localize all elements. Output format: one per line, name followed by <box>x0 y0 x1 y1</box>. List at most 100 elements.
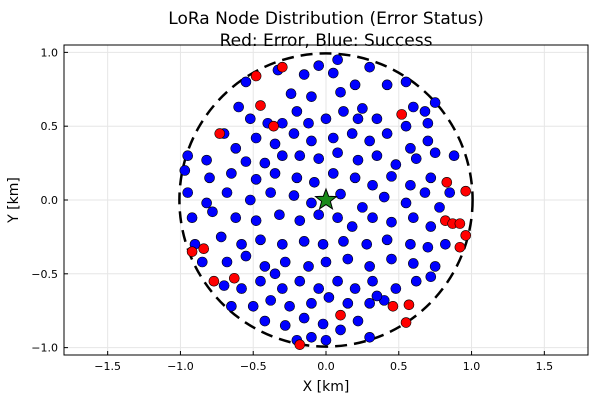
success-node-point <box>429 97 441 108</box>
success-node-point <box>298 312 310 324</box>
error-node-point <box>186 246 198 257</box>
success-node-point <box>179 165 191 176</box>
success-node-point <box>410 153 422 164</box>
success-node-point <box>338 236 349 247</box>
success-node-point <box>390 283 402 294</box>
error-node-point <box>268 120 279 132</box>
x-axis-label: X [km] <box>303 379 350 395</box>
success-node-point <box>448 150 460 162</box>
y-tick-label: 0.0 <box>41 194 59 207</box>
success-node-point <box>444 187 456 198</box>
success-node-point <box>259 157 271 169</box>
success-node-point <box>342 298 354 309</box>
success-node-point <box>306 91 317 102</box>
success-node-point <box>294 215 306 226</box>
success-node-point <box>274 209 285 221</box>
success-node-point <box>367 275 378 287</box>
success-node-point <box>247 300 259 312</box>
success-node-point <box>265 187 276 198</box>
success-node-point <box>186 212 198 224</box>
success-node-point <box>400 197 412 209</box>
success-node-point <box>367 212 378 224</box>
success-node-point <box>422 241 434 253</box>
success-node-point <box>422 117 434 129</box>
success-node-point <box>306 298 317 309</box>
success-node-point <box>352 113 364 125</box>
error-node-point <box>460 230 472 241</box>
success-node-point <box>298 236 310 247</box>
success-node-point <box>250 215 262 226</box>
success-node-point <box>320 256 332 268</box>
error-node-point <box>460 185 472 197</box>
success-node-point <box>236 238 247 250</box>
error-node-point <box>387 300 399 312</box>
success-node-point <box>236 283 247 294</box>
success-node-point <box>250 132 262 144</box>
success-node-point <box>182 150 194 162</box>
chart-title: LoRa Node Distribution (Error Status) <box>168 9 483 29</box>
success-node-point <box>288 128 300 139</box>
success-node-point <box>429 261 441 272</box>
success-node-point <box>298 69 310 80</box>
success-node-point <box>408 258 419 269</box>
success-node-point <box>386 253 397 265</box>
error-node-point <box>214 128 226 139</box>
success-node-point <box>332 147 343 159</box>
success-node-point <box>327 67 339 79</box>
error-node-point <box>294 339 306 350</box>
success-node-point <box>386 216 397 228</box>
success-node-point <box>425 221 437 232</box>
y-tick-labels: −1.0 −0.5 0.0 0.5 1.0 <box>31 46 68 355</box>
success-node-point <box>269 268 281 280</box>
success-node-point <box>378 191 390 203</box>
success-node-point <box>364 261 375 272</box>
success-node-point <box>294 275 306 287</box>
success-node-point <box>332 212 343 224</box>
error-node-point <box>250 70 262 82</box>
success-node-point <box>332 275 343 287</box>
success-node-point <box>306 331 317 343</box>
success-node-point <box>317 238 329 250</box>
success-node-point <box>327 168 339 179</box>
success-node-point <box>364 331 375 343</box>
success-node-point <box>255 275 266 287</box>
success-node-point <box>367 179 378 191</box>
success-node-point <box>429 147 441 159</box>
error-node-point <box>255 100 266 111</box>
success-node-point <box>291 172 303 184</box>
success-node-point <box>352 154 364 166</box>
error-node-point <box>403 299 415 311</box>
error-node-point <box>198 243 210 255</box>
success-node-point <box>338 106 349 117</box>
error-node-point <box>454 241 466 253</box>
x-tick-label: 1.5 <box>536 360 554 373</box>
success-node-point <box>400 76 412 88</box>
success-node-point <box>240 76 252 88</box>
success-node-point <box>303 261 314 272</box>
success-node-point <box>306 197 317 209</box>
success-node-point <box>425 271 437 283</box>
success-node-point <box>250 174 262 185</box>
success-node-point <box>221 256 233 268</box>
success-node-point <box>349 283 361 294</box>
success-node-point <box>245 194 256 206</box>
error-node-point <box>208 275 220 287</box>
success-node-point <box>279 320 291 331</box>
success-node-point <box>410 275 422 287</box>
success-node-point <box>405 179 416 191</box>
success-node-point <box>230 212 242 224</box>
x-tick-label: 1.0 <box>463 360 481 373</box>
success-node-point <box>215 231 227 243</box>
success-node-point <box>361 238 373 250</box>
success-node-point <box>230 143 242 154</box>
success-node-point <box>201 197 212 209</box>
success-node-point <box>425 172 437 184</box>
success-node-point <box>313 153 325 164</box>
error-node-point <box>454 218 466 229</box>
error-node-point <box>396 109 407 120</box>
success-node-point <box>201 154 212 166</box>
y-tick-label: −0.5 <box>31 268 58 281</box>
success-node-point <box>381 128 393 139</box>
error-node-point <box>400 317 412 328</box>
